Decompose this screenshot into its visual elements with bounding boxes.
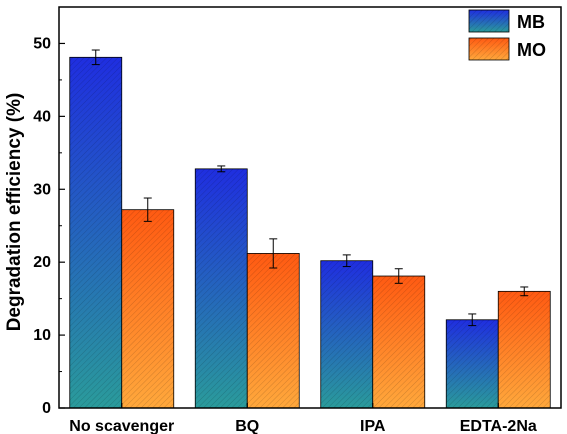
bar-hatch-mo-2: [247, 253, 300, 408]
x-tick-label: EDTA-2Na: [460, 418, 537, 434]
bar-hatch-mb-4: [446, 319, 499, 408]
bars: [69, 56, 551, 409]
legend: MB MO: [468, 9, 546, 61]
legend-swatch-outline-mo: [468, 37, 510, 61]
y-tick-label: 0: [42, 400, 51, 417]
legend-swatch-hatch-mo: [469, 38, 509, 60]
bar-hatch-mo-3: [372, 276, 425, 408]
y-axis: 0 10 20 30 40 50: [33, 35, 65, 417]
x-tick-label: BQ: [235, 418, 259, 434]
bar-hatch-mb-1: [69, 57, 122, 408]
y-tick-label: 30: [33, 181, 51, 198]
x-tick-label: No scavenger: [69, 418, 174, 434]
x-axis: No scavenger BQ IPA EDTA-2Na: [69, 403, 537, 434]
y-tick-label: 50: [33, 35, 51, 52]
bar-hatch-mb-3: [320, 260, 373, 408]
y-tick-label: 40: [33, 108, 51, 125]
bar-hatch-mo-4: [498, 291, 551, 408]
plot-frame: [58, 6, 562, 409]
legend-label-mo: MO: [517, 40, 546, 60]
legend-label-mb: MB: [517, 12, 545, 32]
legend-swatch-hatch-mb: [469, 10, 509, 32]
bar-hatch-mb-2: [195, 168, 248, 408]
error-bars: [91, 49, 529, 327]
y-tick-label: 10: [33, 327, 51, 344]
y-tick-label: 20: [33, 254, 51, 271]
x-tick-label: IPA: [360, 418, 386, 434]
legend-swatch-outline-mb: [468, 9, 510, 33]
y-axis-label: Degradation efficiency (%): [4, 93, 25, 332]
bar-hatch-mo-1: [121, 209, 174, 408]
